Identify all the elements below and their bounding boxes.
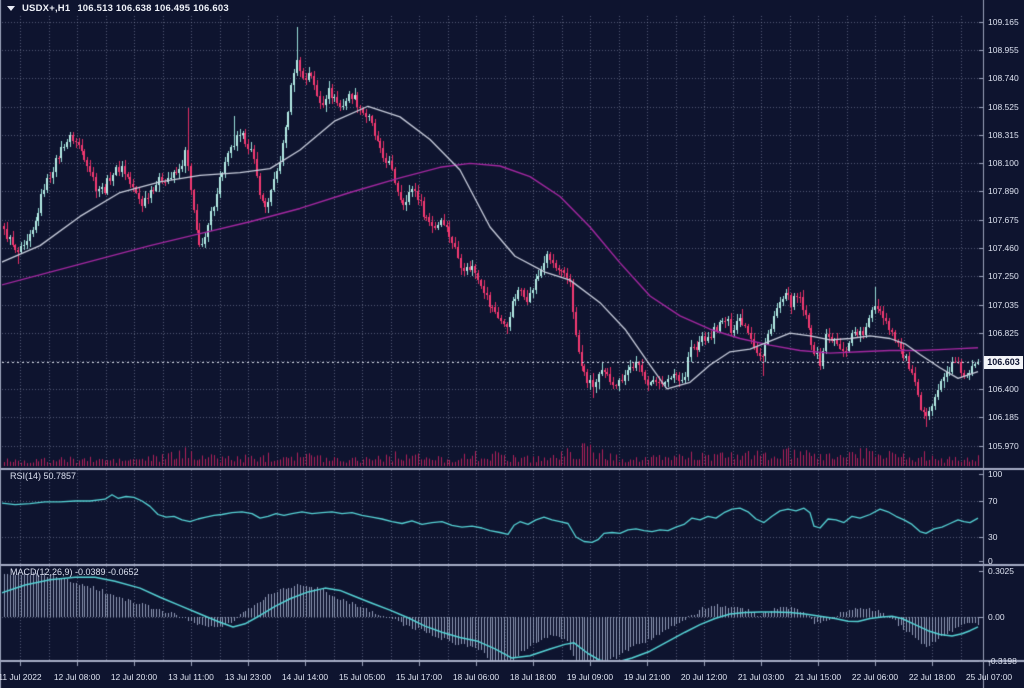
collapse-triangle-icon[interactable] — [7, 6, 15, 11]
symbol-period-label: USDX+,H1 — [22, 3, 71, 14]
rsi-indicator-label: RSI(14) 50.7857 — [10, 471, 77, 481]
macd-indicator-label: MACD(12,26,9) -0.0389 -0.0652 — [10, 567, 139, 577]
current-price-tag: 106.603 — [984, 356, 1023, 369]
chart-title-bar: USDX+,H1 106.513 106.638 106.495 106.603 — [7, 3, 229, 14]
ohlc-values: 106.513 106.638 106.495 106.603 — [77, 3, 229, 14]
